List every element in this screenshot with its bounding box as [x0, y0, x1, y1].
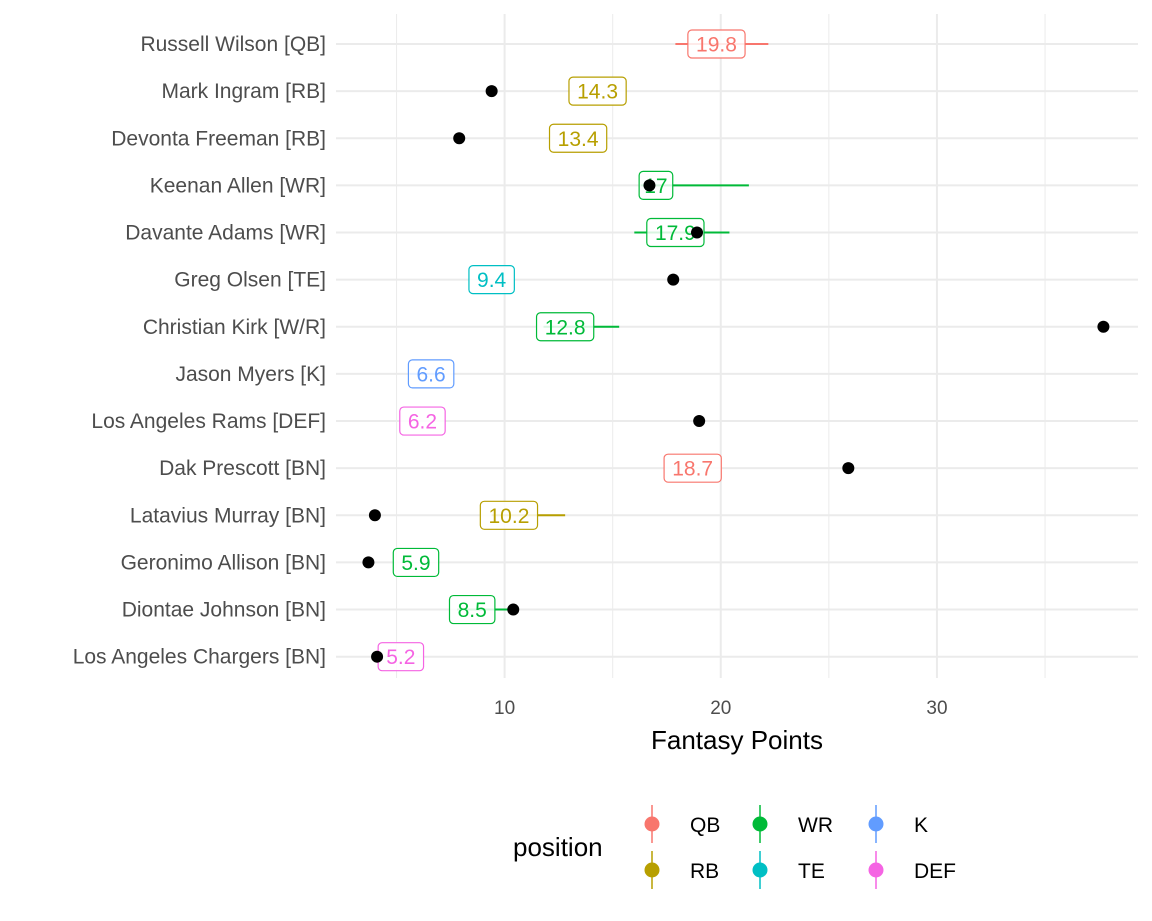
projection-label: 9.4: [468, 265, 515, 295]
player-label: Davante Adams [WR]: [125, 222, 326, 245]
projection-label: 5.2: [377, 642, 425, 672]
projection-label-text: 6.2: [408, 411, 437, 434]
actual-point: [453, 132, 466, 145]
actual-point: [691, 226, 704, 239]
x-tick-label: 20: [710, 698, 731, 719]
projection-label: 6.6: [407, 359, 455, 389]
legend-item: DEF: [868, 851, 956, 889]
player-label: Keenan Allen [WR]: [150, 174, 326, 197]
player-axis-labels: Russell Wilson [QB] Mark Ingram [RB] Devon…: [73, 33, 326, 669]
legend: position QB WR K RB TE DEF: [513, 805, 956, 889]
player-label: Diontae Johnson [BN]: [122, 599, 326, 622]
projection-label-box: [399, 406, 446, 436]
projection-label-box: [568, 76, 627, 106]
projection-label-text: 13.4: [558, 128, 599, 151]
projection-label-text: 17.9: [655, 222, 696, 245]
projection-label-box: [468, 265, 515, 295]
legend-item: TE: [752, 851, 825, 889]
legend-key-dot: [644, 816, 660, 832]
legend-label: WR: [798, 814, 833, 837]
legend-label: TE: [798, 860, 825, 883]
projection-label-box: [687, 29, 746, 59]
player-label: Devonta Freeman [RB]: [111, 127, 326, 150]
projection-label: 17.9: [646, 217, 705, 248]
projection-label-text: 10.2: [489, 505, 530, 528]
actual-point: [643, 179, 656, 192]
actual-point: [842, 462, 855, 475]
actual-point: [362, 556, 375, 569]
actual-point: [693, 415, 706, 428]
legend-label: DEF: [914, 860, 956, 883]
projection-label-box: [392, 547, 440, 578]
legend-items: QB WR K RB TE DEF: [644, 805, 956, 889]
projection-label: 12.8: [535, 312, 595, 342]
legend-item: WR: [752, 805, 833, 843]
projection-label-box: [448, 594, 496, 625]
projection-label-text: 6.6: [417, 363, 446, 386]
player-label: Los Angeles Rams [DEF]: [91, 410, 326, 433]
projection-label: 14.3: [568, 76, 627, 106]
projection-label: 19.8: [687, 29, 746, 59]
player-label: Jason Myers [K]: [175, 363, 326, 386]
projection-label-text: 18.7: [672, 458, 713, 481]
legend-key-dot: [752, 862, 768, 878]
actual-point: [371, 650, 384, 663]
projection-label-box: [638, 170, 674, 200]
projection-label-text: 19.8: [696, 34, 737, 57]
projection-label-text: 14.3: [577, 81, 618, 104]
legend-label: QB: [690, 814, 720, 837]
legend-label: K: [914, 814, 928, 837]
projection-label: 5.9: [392, 547, 440, 578]
projection-labels: 19.8 14.3 13.4 17 17.9 9.4 12.8 6.6 6.2 18.7 10.2 5…: [377, 29, 746, 672]
projection-label-box: [646, 217, 705, 248]
player-label: Russell Wilson [QB]: [140, 33, 326, 56]
projection-label: 17: [638, 170, 674, 200]
actual-point: [1097, 320, 1110, 333]
legend-item: QB: [644, 805, 720, 843]
player-label: Los Angeles Chargers [BN]: [73, 646, 326, 669]
x-tick-label: 30: [926, 698, 947, 719]
projection-label-box: [407, 359, 455, 389]
projection-label-box: [479, 500, 539, 530]
projection-label-text: 5.2: [386, 646, 415, 669]
projection-label: 10.2: [479, 500, 539, 530]
projection-label-text: 8.5: [458, 599, 487, 622]
projection-label-text: 12.8: [545, 316, 586, 339]
legend-key-dot: [868, 862, 884, 878]
actual-point: [368, 509, 381, 522]
plot-grid: [336, 14, 1138, 678]
projection-label-box: [548, 123, 608, 153]
projection-label: 6.2: [399, 406, 446, 436]
player-label: Dak Prescott [BN]: [159, 457, 326, 480]
actual-point: [667, 273, 680, 286]
projection-label: 18.7: [663, 453, 722, 483]
actual-point: [507, 603, 520, 616]
projection-label-box: [535, 312, 595, 342]
player-label: Mark Ingram [RB]: [161, 80, 326, 103]
actual-point: [485, 85, 498, 98]
projection-label: 13.4: [548, 123, 608, 153]
projection-label: 8.5: [448, 594, 496, 625]
player-label: Greg Olsen [TE]: [174, 269, 326, 292]
legend-label: RB: [690, 860, 719, 883]
legend-key-dot: [752, 816, 768, 832]
x-axis-ticks: 10 20 30: [494, 698, 947, 719]
projection-label-box: [663, 453, 722, 483]
legend-title: position: [513, 832, 603, 862]
projection-label-text: 9.4: [477, 269, 507, 292]
projection-label-text: 5.9: [401, 552, 430, 575]
legend-key-dot: [868, 816, 884, 832]
legend-item: RB: [644, 851, 719, 889]
player-label: Christian Kirk [W/R]: [143, 316, 326, 339]
player-label: Latavius Murray [BN]: [130, 504, 326, 527]
x-tick-label: 10: [494, 698, 515, 719]
legend-item: K: [868, 805, 928, 843]
legend-key-dot: [644, 862, 660, 878]
player-label: Geronimo Allison [BN]: [121, 551, 326, 574]
x-axis-title: Fantasy Points: [651, 725, 823, 755]
